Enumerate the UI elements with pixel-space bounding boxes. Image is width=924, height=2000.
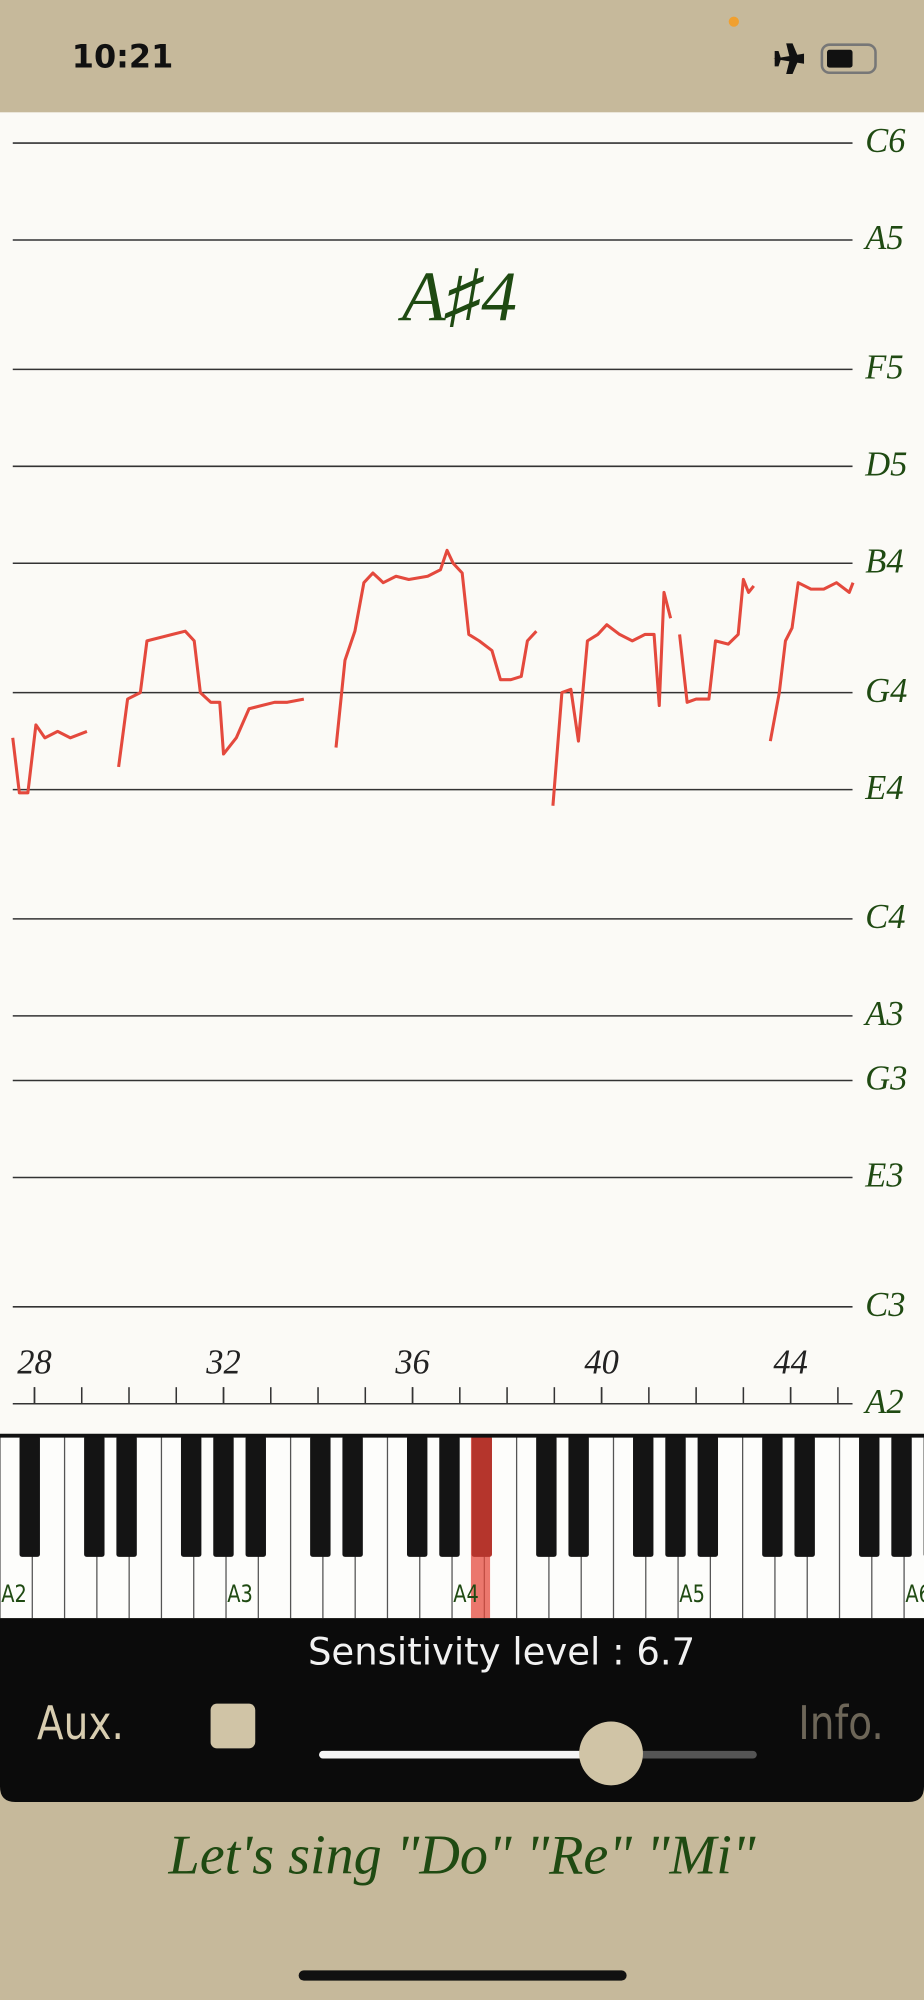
y-tick-label: F5 [864,349,903,387]
y-tick-label: E3 [864,1157,903,1195]
black-key [536,1435,557,1557]
black-key [342,1435,363,1557]
chart-area [0,112,924,1436]
aux-button[interactable]: Aux. [37,1697,124,1751]
black-key [697,1435,719,1557]
black-key [633,1435,654,1557]
y-tick-label: C3 [865,1286,905,1324]
x-tick-label: 32 [205,1343,240,1381]
black-key [213,1435,234,1557]
x-tick-label: 44 [773,1343,807,1381]
piano-keyboard: A2 A3 A4 A5 A6 [0,1433,924,1619]
x-tick-label: 40 [584,1343,618,1381]
battery-icon [820,43,877,75]
active-black-key [471,1435,492,1557]
battery-level [827,49,853,68]
black-key [439,1435,460,1557]
pitch-line [11,548,855,806]
black-key [19,1435,40,1557]
sensitivity-label: Sensitivity level : 6.7 [308,1630,695,1673]
status-bar [0,0,924,113]
sensitivity-slider[interactable] [319,1721,757,1786]
privacy-dot [728,16,739,27]
y-tick-label: D5 [864,446,907,484]
footer-text: Let's sing "Do" "Re" "Mi" [168,1825,756,1887]
y-tick-label: C4 [865,898,905,936]
black-key [665,1435,686,1557]
home-indicator [298,1970,627,1981]
key-label: A5 [679,1581,705,1609]
black-key [310,1435,331,1557]
airplane-icon [773,43,805,75]
key-label: A3 [227,1581,253,1609]
black-key [762,1435,783,1557]
y-tick-label: A5 [863,219,903,257]
checkbox[interactable] [210,1703,256,1749]
black-key [84,1435,105,1557]
status-time: 10:21 [72,38,174,76]
black-key [891,1435,912,1557]
key-label: A2 [1,1581,27,1609]
y-tick-label: B4 [865,542,903,580]
black-key [406,1435,428,1557]
black-key [245,1435,266,1557]
slider-thumb[interactable] [579,1721,643,1786]
x-tick-label: 28 [17,1343,51,1381]
black-key [794,1435,815,1557]
info-button[interactable]: Info. [798,1697,884,1751]
black-key [859,1435,880,1557]
black-key [568,1435,589,1557]
x-tick-label: 36 [394,1343,430,1381]
y-tick-label: A2 [863,1383,903,1421]
detected-note: A♯4 [398,257,517,336]
y-tick-label: G4 [865,672,907,710]
black-key [180,1435,202,1557]
key-label: A4 [453,1581,479,1609]
y-tick-label: E4 [864,769,903,807]
y-tick-label: C6 [865,122,906,160]
y-tick-label: G3 [865,1060,907,1098]
pitch-chart: C6 A5 F5 D5 B4 G4 E4 C4 A3 G3 E3 C3 A2 28 32 36 40 44 [11,122,907,1421]
y-tick-label: A3 [863,995,903,1033]
key-label: A6 [905,1581,924,1609]
black-key [116,1435,137,1557]
